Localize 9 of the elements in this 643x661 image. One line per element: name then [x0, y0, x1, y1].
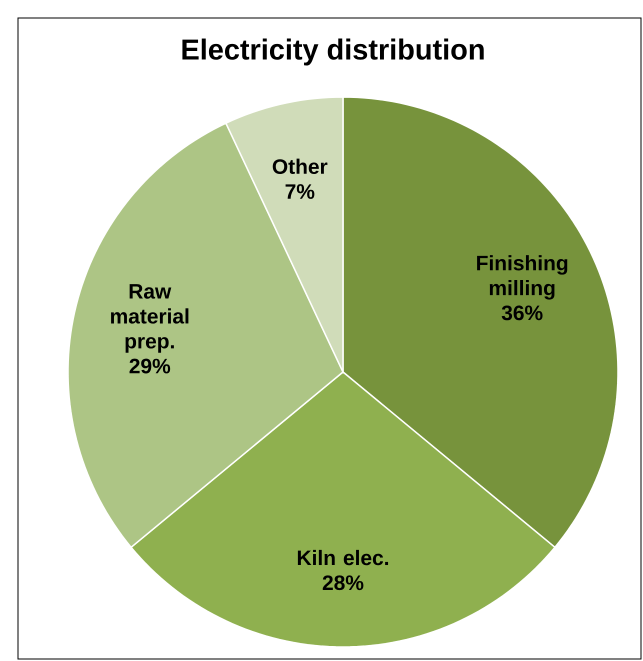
slice-label: Kiln elec.	[298, 550, 388, 566]
data-label: 36%	[502, 305, 543, 320]
slice-label: Other	[272, 158, 328, 174]
slice-label: Finishing milling	[477, 255, 568, 300]
slice-label: Raw material prep.	[111, 284, 188, 353]
chart-title: Electricity distribution	[182, 38, 484, 66]
data-label: 28%	[322, 575, 364, 590]
data-label: 7%	[286, 184, 314, 199]
data-label: 29%	[130, 358, 170, 374]
